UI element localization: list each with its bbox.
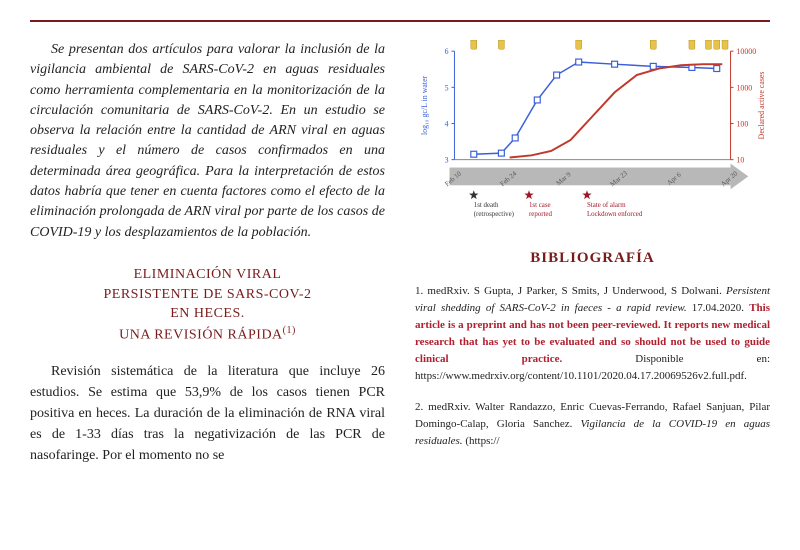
svg-text:1st case: 1st case <box>529 202 551 209</box>
svg-text:reported: reported <box>529 211 553 218</box>
section-heading: ELIMINACIÓN VIRAL PERSISTENTE DE SARS-CO… <box>30 265 385 345</box>
svg-text:3: 3 <box>445 156 449 165</box>
svg-text:6: 6 <box>445 47 449 56</box>
svg-text:10: 10 <box>736 156 744 165</box>
body-paragraph: Revisión sistemática de la literatura qu… <box>30 361 385 466</box>
svg-text:Declared active cases: Declared active cases <box>757 72 766 140</box>
heading-line-1: ELIMINACIÓN VIRAL <box>134 267 282 282</box>
chart-svg: 3 4 5 6 log₁₀ gc/L in water 10 100 1000 10000 Dec… <box>415 40 770 230</box>
heading-line-3: EN HECES. <box>170 306 245 321</box>
reference-list: 1. medRxiv. S Gupta, J Parker, S Smits, … <box>415 283 770 450</box>
svg-text:5: 5 <box>445 83 449 92</box>
bibliography-heading: BIBLIOGRAFÍA <box>415 250 770 267</box>
left-column: Se presentan dos artículos para valorar … <box>30 40 385 466</box>
svg-text:4: 4 <box>445 119 449 128</box>
heading-line-2: PERSISTENTE DE SARS-COV-2 <box>103 287 311 302</box>
reference-item: 2. medRxiv. Walter Randazzo, Enric Cueva… <box>415 399 770 450</box>
svg-text:10000: 10000 <box>736 47 756 56</box>
right-column: 3 4 5 6 log₁₀ gc/L in water 10 100 1000 10000 Dec… <box>415 40 770 466</box>
two-column-layout: Se presentan dos artículos para valorar … <box>30 40 770 466</box>
svg-text:1st death: 1st death <box>474 202 499 209</box>
heading-line-4: UNA REVISIÓN RÁPIDA <box>119 327 283 342</box>
heading-superscript: (1) <box>283 325 296 336</box>
svg-text:100: 100 <box>736 119 748 128</box>
svg-text:log₁₀ gc/L in water: log₁₀ gc/L in water <box>420 75 429 135</box>
svg-text:State of alarm: State of alarm <box>587 202 626 209</box>
top-rule <box>30 20 770 22</box>
svg-text:(retrospective): (retrospective) <box>474 211 514 218</box>
svg-text:Lockdown enforced: Lockdown enforced <box>587 211 643 218</box>
intro-paragraph: Se presentan dos artículos para valorar … <box>30 40 385 243</box>
reference-item: 1. medRxiv. S Gupta, J Parker, S Smits, … <box>415 283 770 385</box>
svg-text:1000: 1000 <box>736 83 752 92</box>
epidemic-chart: 3 4 5 6 log₁₀ gc/L in water 10 100 1000 10000 Dec… <box>415 40 770 230</box>
